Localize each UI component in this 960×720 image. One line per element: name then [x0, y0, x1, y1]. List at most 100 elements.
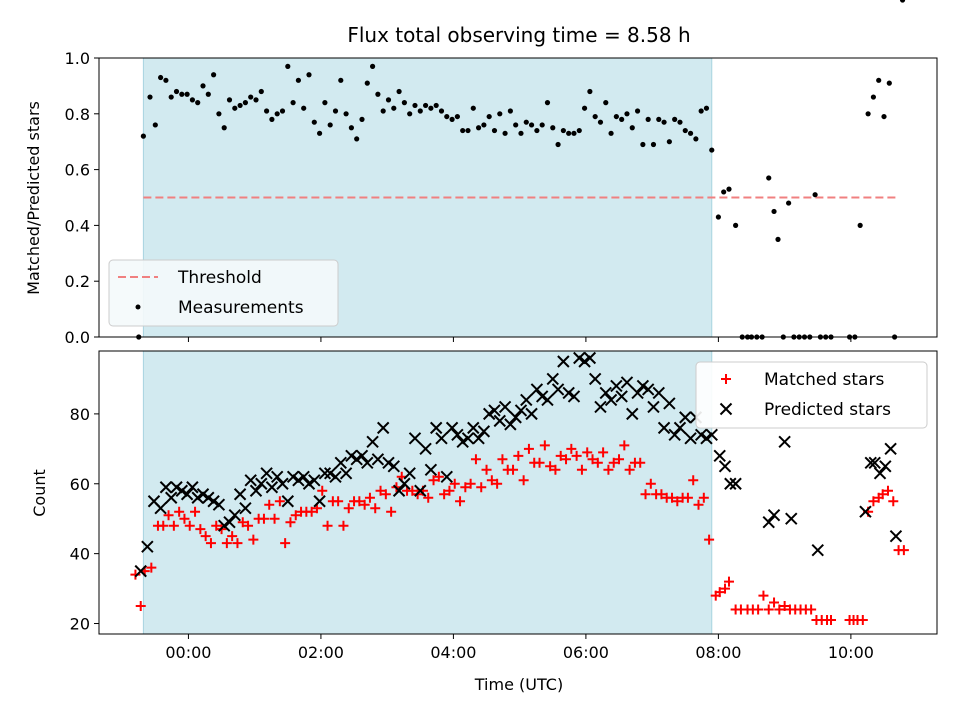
matched-star-point [333, 496, 344, 507]
matched-star-point [174, 506, 185, 517]
matched-star-point [135, 601, 146, 612]
predicted-star-point [467, 421, 480, 435]
predicted-stars-marks [134, 351, 903, 578]
matched-star-point [465, 478, 476, 489]
predicted-star-point [270, 470, 284, 483]
measurement-point [682, 127, 688, 134]
predicted-star-point [392, 484, 406, 497]
measurement-point [619, 116, 625, 122]
matched-star-point [779, 601, 790, 612]
predicted-star-point [366, 435, 379, 449]
predicted-star-point [620, 376, 634, 389]
matched-star-point [343, 503, 354, 514]
predicted-star-point [233, 488, 247, 501]
measurement-point [624, 111, 630, 117]
measurement-point [216, 111, 222, 117]
measurement-point [205, 91, 211, 97]
measurement-point [709, 147, 715, 153]
matched-star-point [359, 499, 370, 510]
measurement-point [412, 102, 418, 109]
measurement-point [396, 88, 402, 95]
matched-star-point [640, 489, 651, 500]
predicted-star-point [134, 564, 147, 578]
y-tick-label: 40 [70, 545, 90, 564]
measurement-point [656, 116, 662, 122]
predicted-star-point [729, 477, 742, 490]
matched-star-point [826, 615, 837, 626]
matched-star-point [608, 457, 619, 468]
y-axis-label-bottom: Count [30, 469, 49, 517]
predicted-star-point [323, 467, 337, 480]
matched-star-point [428, 475, 439, 486]
matched-star-point [269, 513, 280, 524]
predicted-star-point [329, 470, 342, 483]
predicted-star-point [583, 351, 597, 365]
predicted-star-point [461, 432, 475, 445]
y-tick-label: 0.2 [65, 272, 90, 291]
predicted-star-point [879, 460, 892, 473]
measurement-point [242, 100, 249, 106]
measurement-point [332, 108, 339, 114]
measurement-point [876, 77, 882, 83]
matched-star-point [237, 517, 248, 528]
predicted-star-point [403, 467, 416, 480]
measurement-point [608, 130, 614, 136]
measurement-point [613, 113, 619, 120]
y-tick-label: 0.4 [65, 216, 90, 235]
predicted-star-point [440, 470, 453, 483]
measurement-point [359, 116, 365, 122]
predicted-star-point [297, 470, 310, 483]
measurement-point [566, 130, 572, 136]
measurement-point [237, 102, 243, 109]
matched-star-point [306, 506, 317, 517]
measurement-point [385, 97, 392, 103]
measurement-point [766, 175, 772, 181]
measurement-point [327, 122, 333, 128]
predicted-star-point [350, 453, 363, 466]
legend-bottom: Matched stars Predicted stars [695, 361, 928, 429]
measurement-point [354, 136, 360, 142]
matched-star-point [285, 517, 296, 528]
predicted-star-point [668, 428, 681, 442]
predicted-star-point [573, 351, 586, 365]
predicted-star-point [657, 421, 671, 435]
measurement-point [502, 130, 508, 136]
matched-star-point [518, 475, 529, 486]
y-ticks-bottom: 20 40 60 80 [70, 405, 99, 634]
legend-measurements-swatch [135, 304, 141, 310]
matched-star-point [645, 478, 656, 489]
matched-star-point [656, 489, 667, 500]
measurement-point [195, 100, 201, 106]
matched-star-point [274, 496, 285, 507]
predicted-star-point [551, 383, 565, 396]
measurement-point [444, 113, 450, 120]
matched-star-point [232, 538, 243, 549]
measurement-point [375, 91, 381, 97]
matched-star-point [877, 489, 888, 500]
predicted-star-point [864, 456, 877, 470]
predicted-star-point [355, 449, 369, 463]
y-tick-label: 0.6 [65, 161, 90, 180]
measurement-point [812, 192, 818, 198]
measurement-point [672, 116, 678, 122]
matched-star-point [592, 457, 603, 468]
measurement-point [338, 77, 344, 83]
measurement-point [555, 141, 561, 148]
matched-star-point [587, 454, 598, 465]
predicted-star-point [884, 442, 897, 456]
predicted-star-point [339, 467, 353, 480]
matched-star-point [582, 447, 593, 458]
measurement-point [274, 111, 280, 117]
matched-star-point [774, 604, 785, 615]
predicted-star-point [429, 421, 443, 435]
measurement-point [316, 130, 323, 136]
predicted-star-point [615, 390, 628, 403]
measurement-point [343, 111, 349, 117]
measurement-point [645, 116, 651, 122]
matched-star-point [868, 496, 879, 507]
matched-star-point [168, 520, 179, 531]
matched-star-point [163, 510, 174, 521]
measurement-point [248, 94, 254, 100]
x-tick-label: 02:00 [298, 643, 344, 662]
predicted-star-point [398, 477, 411, 490]
